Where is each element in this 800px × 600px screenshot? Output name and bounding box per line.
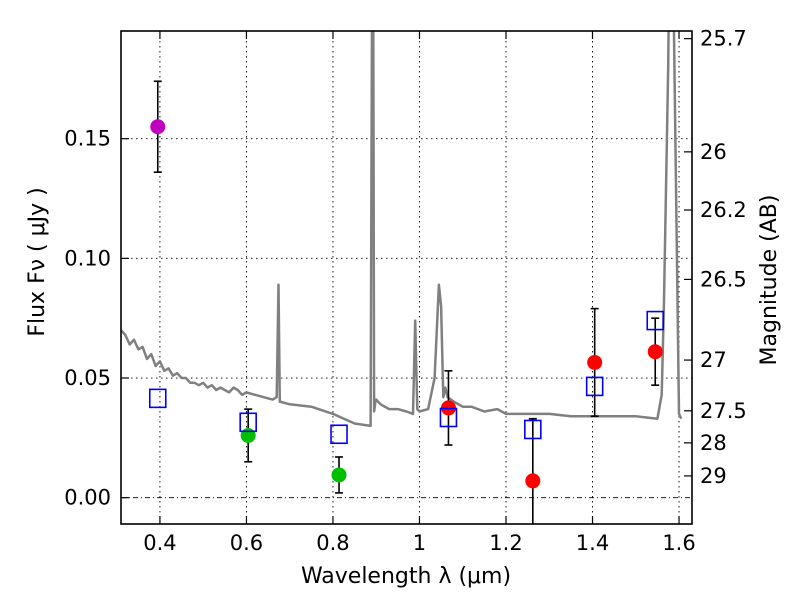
model-square-marker: [585, 376, 604, 397]
x-tick-label: 1.6: [662, 531, 695, 555]
y2-axis-label: Magnitude (AB): [757, 195, 782, 366]
observed-red-point: [525, 473, 541, 489]
mag-tick-label: 27.5: [700, 399, 747, 423]
x-tick-label: 0.6: [230, 531, 263, 555]
x-tick-label: 0.4: [143, 531, 176, 555]
y-tick-label: 0.05: [64, 366, 111, 390]
plot-frame: [120, 30, 693, 525]
mag-tick-label: 27: [700, 348, 727, 372]
data-points: [148, 80, 665, 524]
y-axis-label: Flux Fν ( μJy ): [25, 187, 50, 336]
model-sed-line: [121, 31, 683, 428]
model-sed: [121, 31, 683, 428]
observed-magenta-point: [150, 119, 166, 135]
mag-tick-label: 29: [700, 464, 727, 488]
model-square-marker: [646, 310, 665, 331]
mag-tick-label: 28: [700, 431, 727, 455]
model-square-marker: [330, 424, 348, 445]
mag-tick-label: 26.5: [700, 267, 747, 291]
x-axis-label: Wavelength λ (μm): [301, 564, 511, 589]
observed-green-point: [331, 467, 347, 483]
x-tick-label: 1: [413, 531, 426, 555]
observed-green-point: [240, 427, 256, 443]
model-square-marker: [239, 412, 257, 433]
observed-red-point: [587, 354, 603, 370]
y-tick-label: 0.00: [64, 486, 111, 510]
x-tick-label: 0.8: [316, 531, 349, 555]
model-square-marker: [148, 388, 167, 409]
mag-tick-label: 26.2: [700, 198, 747, 222]
x-tick-label: 1.4: [576, 531, 609, 555]
grid: [121, 31, 692, 524]
y-tick-label: 0.15: [64, 127, 111, 151]
y-tick-label: 0.10: [64, 246, 111, 270]
model-square-marker: [524, 419, 542, 440]
axis-ticks: 0.4 0.6 0.8 1 1.2 1.4 1.6 0.00 0.05 0.10 0.15 25.7 2…: [64, 27, 747, 555]
observed-red-point: [647, 344, 663, 360]
mag-tick-label: 25.7: [700, 27, 747, 51]
model-square-marker: [439, 407, 458, 428]
x-tick-label: 1.2: [489, 531, 522, 555]
mag-tick-label: 26: [700, 140, 727, 164]
